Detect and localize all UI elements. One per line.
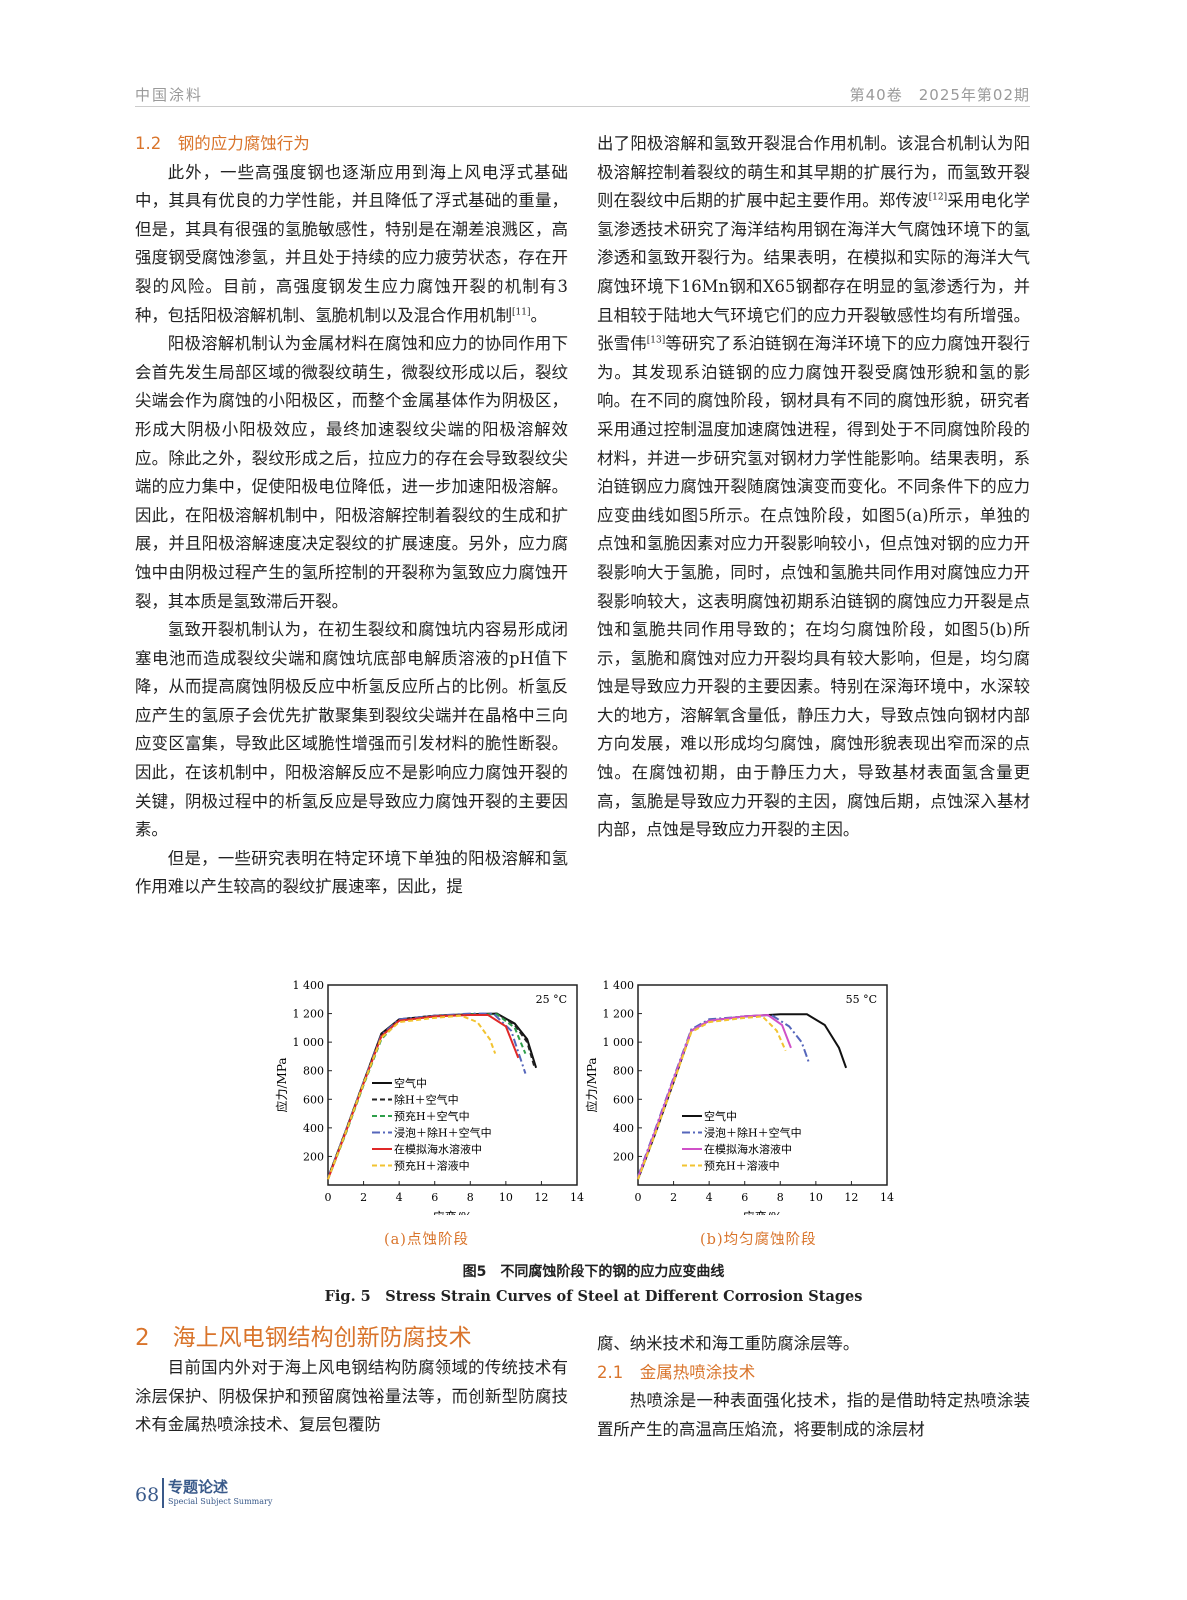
y-tick-label: 1 200 xyxy=(603,1008,635,1021)
y-tick-label: 1 000 xyxy=(293,1036,325,1049)
x-tick-label: 2 xyxy=(670,1191,677,1204)
y-tick-label: 800 xyxy=(303,1065,324,1078)
section-heading-1-2: 1.2 钢的应力腐蚀行为 xyxy=(135,134,310,153)
legend-label: 预充H＋溶液中 xyxy=(394,1159,470,1173)
x-tick-label: 0 xyxy=(325,1191,332,1204)
chart-b: 0 2 4 6 8 10 12 14 200 400 600 800 1 000 1 200 1 400 应变… xyxy=(584,979,894,1215)
x-tick-label: 8 xyxy=(467,1191,474,1204)
paragraph: 腐、纳米技术和海工重防腐涂层等。 xyxy=(597,1334,860,1353)
right-column: 出了阳极溶解和氢致开裂混合作用机制。该混合机制认为阳极溶解控制着裂纹的萌生和其早… xyxy=(597,130,1030,845)
figure-caption-cn: 图5 不同腐蚀阶段下的钢的应力应变曲线 xyxy=(462,1264,725,1280)
x-tick-label: 6 xyxy=(741,1191,748,1204)
section-heading-2-1: 2.1 金属热喷涂技术 xyxy=(597,1362,756,1382)
y-tick-label: 1 400 xyxy=(293,979,325,992)
y-tick-label: 600 xyxy=(303,1093,324,1106)
journal-name: 中国涂料 xyxy=(135,86,204,104)
x-tick-label: 14 xyxy=(880,1191,894,1204)
paragraph: 此外，一些高强度钢也逐渐应用到海上风电浮式基础中，其具有优良的力学性能，并且降低… xyxy=(135,162,568,325)
left-column: 1.2 钢的应力腐蚀行为 此外，一些高强度钢也逐渐应用到海上风电浮式基础中，其具… xyxy=(135,130,568,902)
plot-frame xyxy=(637,984,888,1186)
header-rule xyxy=(135,106,1030,107)
y-tick-label: 1 400 xyxy=(603,979,635,992)
y-tick-label: 800 xyxy=(613,1065,634,1078)
x-tick-label: 12 xyxy=(844,1191,858,1204)
subcaption-a: (a)点蚀阶段 xyxy=(384,1232,469,1248)
legend-label: 在模拟海水溶液中 xyxy=(704,1142,792,1156)
paragraph: 目前国内外对于海上风电钢结构防腐领域的传统技术有涂层保护、阴极保护和预留腐蚀裕量… xyxy=(135,1358,568,1435)
section-heading-2: 2 海上风电钢结构创新防腐技术 xyxy=(135,1325,472,1351)
paragraph: 出了阳极溶解和氢致开裂混合作用机制。该混合机制认为阳极溶解控制着裂纹的萌生和其早… xyxy=(597,134,1031,840)
plot-frame xyxy=(327,984,578,1186)
x-tick-label: 10 xyxy=(809,1191,823,1204)
y-tick-label: 200 xyxy=(613,1150,634,1163)
y-tick-label: 400 xyxy=(613,1122,634,1135)
paragraph: 氢致开裂机制认为，在初生裂纹和腐蚀坑内容易形成闭塞电池而造成裂纹尖端和腐蚀坑底部… xyxy=(135,620,568,840)
x-tick-label: 4 xyxy=(706,1191,713,1204)
footer-section-en: Special Subject Summary xyxy=(168,1497,273,1506)
y-axis-label: 应力/MPa xyxy=(584,1057,599,1112)
x-tick-label: 0 xyxy=(635,1191,642,1204)
section2-right: 腐、纳米技术和海工重防腐涂层等。 2.1 金属热喷涂技术 热喷涂是一种表面强化技… xyxy=(597,1330,1030,1444)
y-axis-label: 应力/MPa xyxy=(274,1057,289,1112)
y-tick-label: 400 xyxy=(303,1122,324,1135)
paragraph: 阳极溶解机制认为金属材料在腐蚀和应力的协同作用下会首先发生局部区域的微裂纹萌生，… xyxy=(135,334,568,611)
series-line xyxy=(637,1015,787,1180)
footer-section: 专题论述 xyxy=(168,1478,229,1496)
x-axis-label: 应变/% xyxy=(743,1209,782,1215)
y-tick-label: 600 xyxy=(613,1093,634,1106)
y-tick-label: 1 000 xyxy=(603,1036,635,1049)
x-tick-label: 2 xyxy=(360,1191,367,1204)
temperature-annotation: 25 °C xyxy=(536,993,567,1006)
subcaption-b: (b)均匀腐蚀阶段 xyxy=(700,1232,817,1248)
legend-label: 浸泡＋除H＋空气中 xyxy=(704,1126,802,1140)
issue-info: 第40卷 2025年第02期 xyxy=(849,86,1030,104)
series-line xyxy=(637,1013,792,1179)
chart-a: 0 2 4 6 8 10 12 14 200 400 600 800 1 000 1 200 1 400 应变… xyxy=(274,979,584,1215)
x-tick-label: 8 xyxy=(777,1191,784,1204)
legend-label: 空气中 xyxy=(704,1109,737,1123)
x-axis-label: 应变/% xyxy=(433,1209,472,1215)
legend-label: 预充H＋空气中 xyxy=(394,1109,470,1123)
section2-left: 2 海上风电钢结构创新防腐技术 目前国内外对于海上风电钢结构防腐领域的传统技术有… xyxy=(135,1322,568,1440)
footer-divider xyxy=(162,1478,164,1508)
figure-caption-en: Fig. 5 Stress Strain Curves of Steel at … xyxy=(324,1288,863,1305)
temperature-annotation: 55 °C xyxy=(846,993,877,1006)
x-tick-label: 6 xyxy=(431,1191,438,1204)
x-tick-label: 4 xyxy=(396,1191,403,1204)
x-tick-label: 10 xyxy=(499,1191,513,1204)
x-tick-label: 12 xyxy=(534,1191,548,1204)
paragraph: 热喷涂是一种表面强化技术，指的是借助特定热喷涂装置所产生的高温高压焰流，将要制成… xyxy=(597,1391,1030,1439)
legend-label: 预充H＋溶液中 xyxy=(704,1159,780,1173)
x-tick-label: 14 xyxy=(570,1191,584,1204)
y-tick-label: 200 xyxy=(303,1150,324,1163)
y-tick-label: 1 200 xyxy=(293,1008,325,1021)
series-line xyxy=(327,1014,497,1180)
paragraph: 但是，一些研究表明在特定环境下单独的阳极溶解和氢作用难以产生较高的裂纹扩展速率，… xyxy=(135,848,568,897)
legend-label: 空气中 xyxy=(394,1076,427,1090)
legend-label: 除H＋空气中 xyxy=(394,1093,459,1107)
legend-label: 浸泡＋除H＋空气中 xyxy=(394,1126,492,1140)
page-number: 68 xyxy=(135,1484,160,1506)
legend-label: 在模拟海水溶液中 xyxy=(394,1142,482,1156)
